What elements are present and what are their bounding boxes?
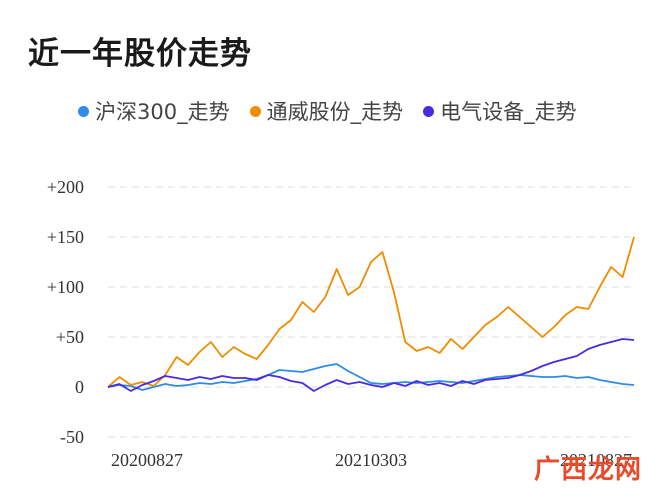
y-tick-label: +50: [56, 327, 84, 347]
legend-label-tongwei: 通威股份_走势: [266, 100, 404, 124]
y-tick-label: +150: [47, 227, 84, 247]
watermark-logo: 广西龙网: [533, 455, 642, 485]
series-line-2: [107, 338, 635, 392]
chart-legend: 沪深300_走势 通威股份_走势 电气设备_走势: [78, 96, 597, 126]
page-title: 近一年股价走势: [28, 36, 252, 72]
legend-label-electrical: 电气设备_走势: [440, 100, 577, 124]
x-tick-label: 20210303: [335, 450, 407, 470]
y-tick-label: +200: [47, 177, 84, 197]
legend-item-electrical[interactable]: 电气设备_走势: [423, 96, 577, 126]
series-line-0: [107, 363, 635, 391]
y-tick-label: 0: [75, 377, 84, 397]
legend-item-tongwei[interactable]: 通威股份_走势: [249, 96, 404, 126]
x-tick-label: 20210827: [560, 450, 632, 470]
legend-label-hs300: 沪深300_走势: [95, 100, 230, 124]
legend-marker-hs300: [78, 105, 89, 117]
legend-item-hs300[interactable]: 沪深300_走势: [78, 96, 230, 126]
series-line-1: [107, 236, 635, 388]
y-tick-label: -50: [60, 427, 84, 447]
y-tick-label: +100: [47, 277, 84, 297]
x-tick-label: 20200827: [111, 450, 183, 470]
legend-marker-electrical: [423, 105, 435, 117]
legend-marker-tongwei: [249, 105, 261, 117]
